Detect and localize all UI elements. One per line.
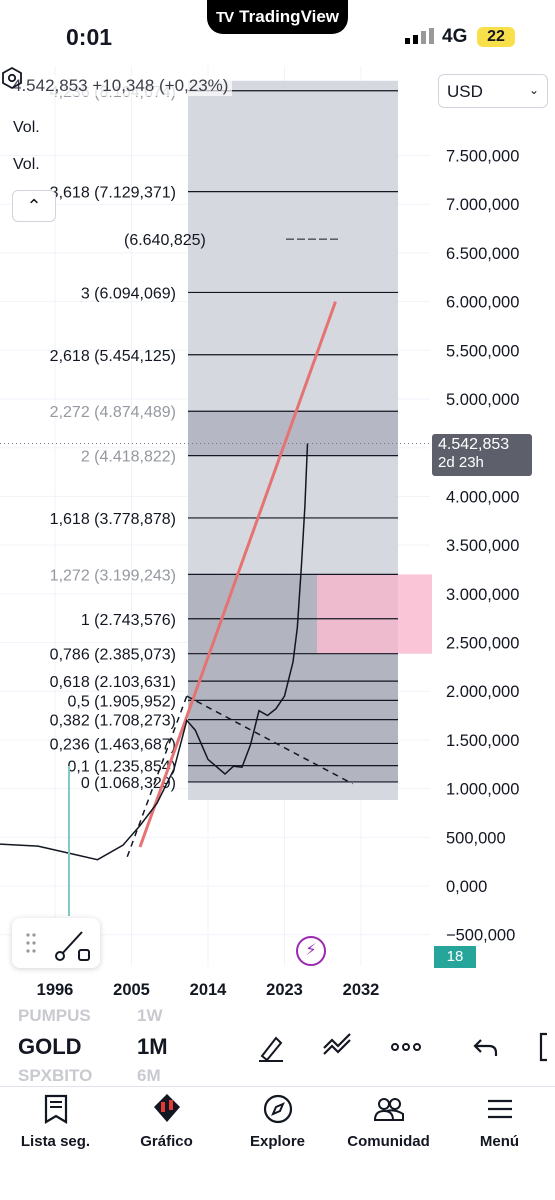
fib-label-7: 1,272 (3.199,243) bbox=[50, 567, 176, 584]
status-time: 0:01 bbox=[66, 24, 113, 50]
x-tick-label-1: 2005 bbox=[113, 981, 150, 999]
bar-countdown: 2d 23h bbox=[438, 454, 484, 471]
bottom-nav: Lista seg. Gráfico Explore Comunidad bbox=[0, 1086, 555, 1200]
community-icon bbox=[373, 1098, 404, 1121]
watchlist-icon bbox=[44, 1094, 67, 1124]
y-tick-label-3: 6.000,000 bbox=[446, 294, 519, 312]
current-price: 4.542,853 bbox=[438, 436, 510, 453]
gold-price-line bbox=[0, 443, 309, 861]
currency-value: USD bbox=[447, 82, 483, 101]
nav-label-community: Comunidad bbox=[347, 1133, 430, 1150]
volume-label: Vol. bbox=[13, 119, 40, 136]
y-tick-label-11: 2.000,000 bbox=[446, 683, 519, 701]
fib-label-15: 0 (1.068,329) bbox=[81, 775, 176, 792]
chart-settings-icon[interactable] bbox=[0, 66, 24, 90]
fib-label-12: 0,382 (1.708,273) bbox=[50, 713, 176, 730]
drawing-tool-box[interactable] bbox=[12, 918, 100, 968]
nav-item-community[interactable]: Comunidad bbox=[333, 1087, 444, 1200]
nav-label-chart: Gráfico bbox=[140, 1133, 193, 1150]
y-tick-label-15: 0,000 bbox=[446, 878, 487, 896]
ghost-symbol-bottom: SPXBITO bbox=[18, 1066, 93, 1085]
nav-label-explore: Explore bbox=[249, 1133, 306, 1150]
y-tick-label-16: −500,000 bbox=[446, 927, 515, 945]
trendline-tool-icon[interactable] bbox=[12, 918, 100, 968]
y-tick-label-14: 500,000 bbox=[446, 829, 506, 847]
fib-label-11: 0,5 (1.905,952) bbox=[67, 693, 176, 710]
network-type: 4G bbox=[442, 26, 468, 47]
chart-icon bbox=[153, 1094, 180, 1122]
collapse-legend-button[interactable]: ⌃ bbox=[12, 190, 56, 222]
fib-label-2: 3 (6.094,069) bbox=[81, 285, 176, 302]
nav-item-chart[interactable]: Gráfico bbox=[111, 1087, 222, 1200]
y-tick-label-0: 7.500,000 bbox=[446, 148, 519, 166]
nav-label-watchlist: Lista seg. bbox=[20, 1133, 91, 1150]
y-tick-label-13: 1.000,000 bbox=[446, 781, 519, 799]
currency-select[interactable]: USD ⌄ bbox=[438, 74, 548, 108]
price-header: 4.542,853 +10,348 (+0,23%) bbox=[8, 76, 233, 96]
chevron-down-icon: ⌄ bbox=[528, 83, 539, 97]
y-tick-label-5: 5.000,000 bbox=[446, 391, 519, 409]
nav-item-watchlist[interactable]: Lista seg. bbox=[0, 1087, 111, 1200]
fib-label-4: 2,272 (4.874,489) bbox=[50, 404, 176, 421]
y-tick-label-2: 6.500,000 bbox=[446, 245, 519, 263]
volume-tag: 18 bbox=[434, 946, 476, 968]
tradingview-pill-label: TradingView bbox=[239, 7, 339, 26]
fib-label-10: 0,618 (2.103,631) bbox=[50, 674, 176, 691]
status-bar: 0:01 TV TradingView 4G 22 bbox=[0, 0, 555, 66]
y-tick-label-7: 4.000,000 bbox=[446, 488, 519, 506]
chart-svg[interactable]: 4,236 (8.164,674)3,618 (7.129,371)3 (6.0… bbox=[0, 66, 555, 1006]
ghost-interval-bottom: 6M bbox=[137, 1066, 161, 1085]
red-trendline bbox=[138, 301, 337, 848]
indicators-icon[interactable] bbox=[321, 1030, 355, 1064]
more-options-icon[interactable] bbox=[389, 1030, 423, 1064]
y-tick-label-10: 2.500,000 bbox=[446, 635, 519, 653]
fib-overlap-label: (6.640,825) bbox=[124, 232, 206, 249]
fib-label-5: 2 (4.418,822) bbox=[81, 449, 176, 466]
dashed-line-1 bbox=[186, 695, 353, 785]
ghost-symbol-top: PUMPUS bbox=[18, 1006, 91, 1025]
symbol-toolbar: PUMPUS 1W GOLD 1M SPXBITO 6M bbox=[0, 1006, 555, 1086]
fullscreen-icon[interactable] bbox=[535, 1030, 555, 1064]
x-tick-label-4: 2032 bbox=[343, 981, 380, 999]
fib-label-1: 3,618 (7.129,371) bbox=[50, 185, 176, 202]
fib-label-6: 1,618 (3.778,878) bbox=[50, 511, 176, 528]
nav-label-menu: Menú bbox=[479, 1133, 520, 1150]
draw-pen-icon[interactable] bbox=[254, 1030, 288, 1064]
lightning-icon[interactable]: ⚡ bbox=[296, 936, 326, 966]
battery-level: 22 bbox=[487, 28, 505, 45]
fib-label-3: 2,618 (5.454,125) bbox=[50, 348, 176, 365]
fib-label-8: 1 (2.743,576) bbox=[81, 612, 176, 629]
pink-target-zone bbox=[317, 574, 432, 654]
ghost-interval-top: 1W bbox=[137, 1006, 163, 1025]
signal-icon bbox=[405, 28, 434, 44]
compass-icon bbox=[263, 1094, 292, 1124]
fib-label-9: 0,786 (2.385,073) bbox=[50, 647, 176, 664]
chevron-up-icon: ⌃ bbox=[26, 195, 42, 216]
chart-area[interactable]: 4,236 (8.164,674)3,618 (7.129,371)3 (6.0… bbox=[0, 66, 555, 1006]
x-tick-label-3: 2023 bbox=[266, 981, 303, 999]
x-tick-label-0: 1996 bbox=[37, 981, 74, 999]
tradingview-logo-icon: TV bbox=[216, 8, 234, 26]
y-tick-label-9: 3.000,000 bbox=[446, 586, 519, 604]
fib-label-13: 0,236 (1.463,687) bbox=[50, 736, 176, 753]
nav-item-explore[interactable]: Explore bbox=[222, 1087, 333, 1200]
fib-label-14: 0,1 (1.235,854) bbox=[67, 759, 176, 776]
y-tick-label-1: 7.000,000 bbox=[446, 196, 519, 214]
y-tick-label-4: 5.500,000 bbox=[446, 342, 519, 360]
undo-icon[interactable] bbox=[469, 1030, 503, 1064]
current-price-tag: 4.542,853 2d 23h bbox=[432, 434, 532, 476]
y-tick-label-8: 3.500,000 bbox=[446, 537, 519, 555]
x-tick-label-2: 2014 bbox=[190, 981, 228, 999]
menu-icon bbox=[487, 1099, 512, 1119]
tradingview-pill[interactable]: TV TradingView bbox=[207, 0, 348, 34]
nav-item-menu[interactable]: Menú bbox=[444, 1087, 555, 1200]
symbol-button[interactable]: GOLD bbox=[18, 1034, 82, 1059]
volume-label-2: Vol. bbox=[13, 156, 40, 173]
interval-button[interactable]: 1M bbox=[137, 1034, 168, 1059]
battery-icon: 22 bbox=[477, 27, 515, 47]
y-tick-label-12: 1.500,000 bbox=[446, 732, 519, 750]
